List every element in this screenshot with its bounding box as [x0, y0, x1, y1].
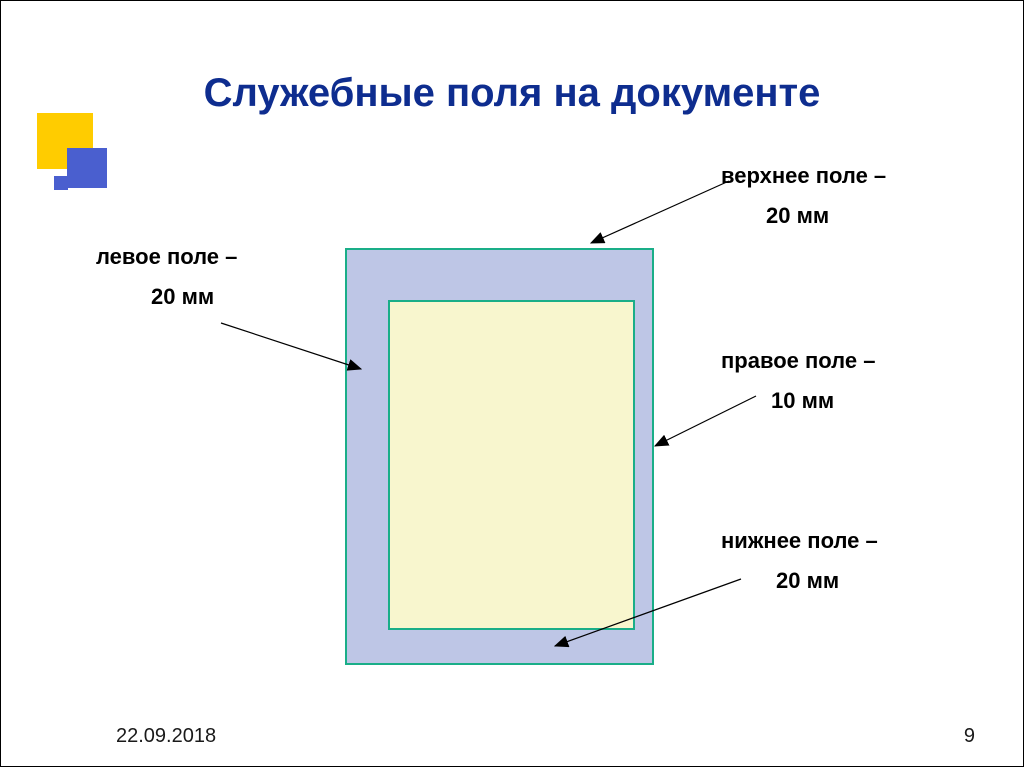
label-top-margin: верхнее поле – 20 мм	[721, 156, 886, 235]
label-left-line1: левое поле –	[96, 244, 237, 269]
label-left-margin: левое поле – 20 мм	[96, 237, 237, 316]
label-bottom-margin: нижнее поле – 20 мм	[721, 521, 878, 600]
page-inner-rect	[389, 301, 634, 629]
label-right-line1: правое поле –	[721, 348, 875, 373]
label-right-line2: 10 мм	[771, 388, 834, 413]
arrow-top	[591, 181, 729, 243]
label-bottom-line1: нижнее поле –	[721, 528, 878, 553]
slide: Служебные поля на документе верхнее поле…	[0, 0, 1024, 767]
label-top-line1: верхнее поле –	[721, 163, 886, 188]
arrow-left	[221, 323, 361, 369]
footer-page-number: 9	[964, 725, 975, 748]
label-left-line2: 20 мм	[151, 284, 214, 309]
label-bottom-line2: 20 мм	[776, 568, 839, 593]
footer-date: 22.09.2018	[116, 725, 216, 748]
label-top-line2: 20 мм	[766, 203, 829, 228]
label-right-margin: правое поле – 10 мм	[721, 341, 875, 420]
